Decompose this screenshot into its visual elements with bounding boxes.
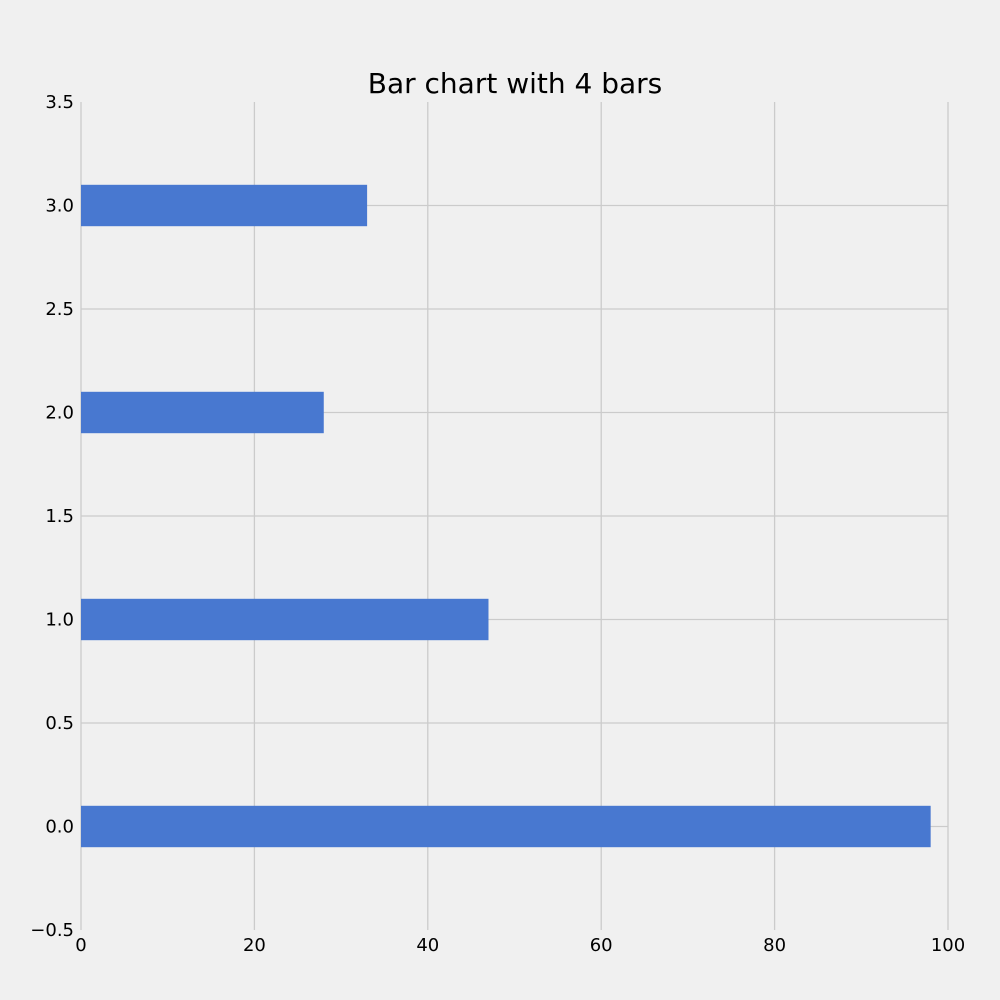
y-tick-label: 2.0 bbox=[45, 403, 74, 424]
y-tick-label: 2.5 bbox=[45, 299, 74, 320]
y-axis-ticks: −0.5 0.0 0.5 1.0 1.5 2.0 2.5 3.0 3.5 bbox=[30, 92, 74, 941]
y-tick-label: 1.0 bbox=[45, 610, 74, 631]
y-tick-label: −0.5 bbox=[30, 920, 74, 941]
x-tick-label: 60 bbox=[590, 935, 613, 956]
chart-title: Bar chart with 4 bars bbox=[368, 67, 663, 100]
bar-1 bbox=[81, 598, 489, 641]
y-tick-label: 3.0 bbox=[45, 196, 74, 217]
bar-2 bbox=[81, 391, 324, 434]
x-tick-label: 100 bbox=[931, 935, 965, 956]
bar-3 bbox=[81, 184, 368, 227]
bar-0 bbox=[81, 805, 931, 848]
y-tick-label: 0.5 bbox=[45, 713, 74, 734]
x-tick-label: 20 bbox=[243, 935, 266, 956]
x-tick-label: 80 bbox=[763, 935, 786, 956]
bars bbox=[81, 184, 931, 848]
y-tick-label: 3.5 bbox=[45, 92, 74, 113]
x-tick-label: 40 bbox=[416, 935, 439, 956]
y-tick-label: 0.0 bbox=[45, 817, 74, 838]
y-tick-label: 1.5 bbox=[45, 506, 74, 527]
x-axis-ticks: 0 20 40 60 80 100 bbox=[75, 935, 965, 956]
x-tick-label: 0 bbox=[75, 935, 86, 956]
